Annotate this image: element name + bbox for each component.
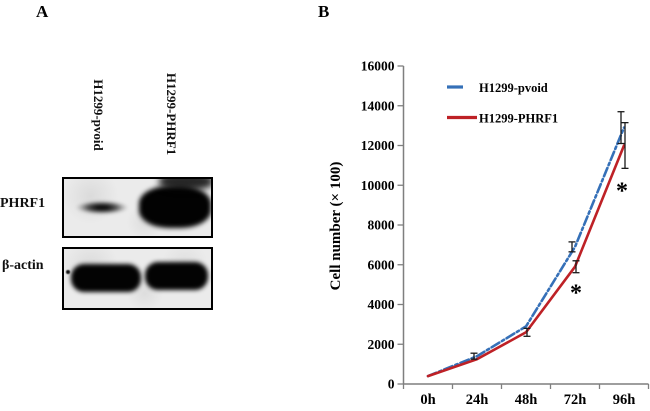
panel-a-label: A	[36, 2, 49, 21]
phrf1-row-label: PHRF1	[0, 196, 46, 211]
y-tick-label: 8000	[368, 218, 395, 233]
series-line-h1299-pvoid	[426, 126, 626, 378]
phrf1-band-smudge	[159, 179, 211, 190]
legend-label: H1299-pvoid	[479, 81, 548, 95]
x-tick-label: 72h	[564, 392, 587, 408]
y-tick-label: 14000	[361, 98, 395, 113]
actin-band-phrf1	[145, 262, 208, 290]
blot-speck	[66, 270, 70, 274]
significance-asterisk: *	[570, 281, 582, 307]
significance-asterisk: *	[616, 178, 628, 204]
y-axis-title: Cell number (× 100)	[328, 162, 344, 291]
beta-actin-row-label: β-actin	[2, 258, 44, 273]
x-tick-label: 0h	[420, 392, 435, 408]
x-tick-label: 24h	[466, 392, 489, 408]
phrf1-blot-image	[62, 177, 213, 238]
x-tick-label: 96h	[613, 392, 636, 408]
y-tick-label: 2000	[368, 337, 395, 352]
x-tick-label: 48h	[515, 392, 538, 408]
y-tick-label: 4000	[368, 297, 395, 312]
y-tick-label: 16000	[361, 59, 395, 74]
phrf1-band-pvoid	[70, 199, 134, 216]
y-tick-label: 6000	[368, 257, 395, 272]
beta-actin-blot-image	[62, 247, 213, 310]
series-line-h1299-phrf1	[426, 144, 626, 378]
actin-band-pvoid	[71, 264, 141, 292]
y-tick-label: 10000	[361, 178, 395, 193]
phrf1-band-phrf1	[139, 186, 211, 228]
legend-label: H1299-PHRF1	[479, 112, 558, 126]
panel-b-label: B	[318, 2, 330, 21]
y-tick-label: 12000	[361, 138, 395, 153]
y-tick-label: 0	[388, 377, 395, 392]
